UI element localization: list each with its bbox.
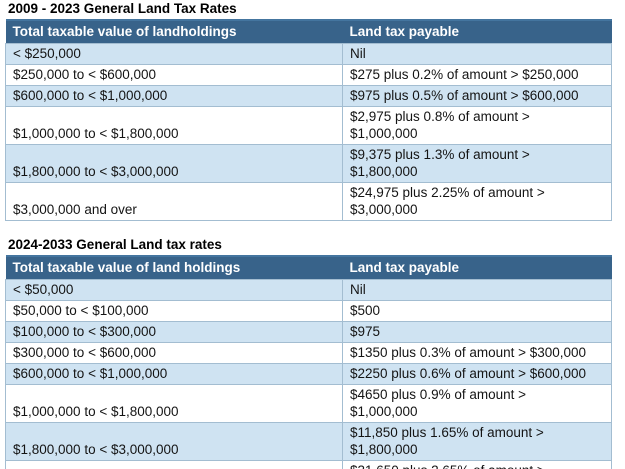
payable-cell: $975 xyxy=(342,321,612,343)
value-cell: $300,000 to < $600,000 xyxy=(5,342,343,364)
table-row: $1,800,000 to < $3,000,000 $11,850 plus … xyxy=(5,422,612,461)
value-cell: $250,000 to < $600,000 xyxy=(5,64,343,86)
payable-cell: $2250 plus 0.6% of amount > $600,000 xyxy=(342,363,612,385)
land-tax-table-2024-2033: Total taxable value of land holdings Lan… xyxy=(5,255,612,469)
payable-cell: Nil xyxy=(342,43,612,65)
table-row: < $250,000 Nil xyxy=(5,43,612,65)
value-cell: $600,000 to < $1,000,000 xyxy=(5,363,343,385)
table-title-2009-2023: 2009 - 2023 General Land Tax Rates xyxy=(8,1,237,16)
table-header-row: Total taxable value of landholdings Land… xyxy=(5,19,612,44)
payable-cell: $31,650 plus 2.65% of amount > $3,000,00… xyxy=(342,460,612,469)
value-cell: $1,000,000 to < $1,800,000 xyxy=(5,384,343,423)
payable-cell: $275 plus 0.2% of amount > $250,000 xyxy=(342,64,612,86)
table-row: $600,000 to < $1,000,000 $2250 plus 0.6%… xyxy=(5,363,612,385)
value-cell: $50,000 to < $100,000 xyxy=(5,300,343,322)
value-cell: < $50,000 xyxy=(5,279,343,301)
column-header-taxable-value: Total taxable value of landholdings xyxy=(5,19,343,44)
table-row: < $50,000 Nil xyxy=(5,279,612,301)
payable-cell: $2,975 plus 0.8% of amount > $1,000,000 xyxy=(342,106,612,145)
table-row: $100,000 to < $300,000 $975 xyxy=(5,321,612,343)
column-header-taxable-value: Total taxable value of land holdings xyxy=(5,255,343,280)
value-cell: $600,000 to < $1,000,000 xyxy=(5,85,343,107)
table-row: $1,000,000 to < $1,800,000 $4650 plus 0.… xyxy=(5,384,612,423)
land-tax-table-2009-2023: Total taxable value of landholdings Land… xyxy=(5,19,612,221)
value-cell: $1,800,000 to < $3,000,000 xyxy=(5,422,343,461)
payable-cell: $24,975 plus 2.25% of amount > $3,000,00… xyxy=(342,182,612,221)
table-row: $1,800,000 to < $3,000,000 $9,375 plus 1… xyxy=(5,144,612,183)
payable-cell: Nil xyxy=(342,279,612,301)
table-row: $250,000 to < $600,000 $275 plus 0.2% of… xyxy=(5,64,612,86)
payable-cell: $975 plus 0.5% of amount > $600,000 xyxy=(342,85,612,107)
value-cell: < $250,000 xyxy=(5,43,343,65)
payable-cell: $500 xyxy=(342,300,612,322)
value-cell: $100,000 to < $300,000 xyxy=(5,321,343,343)
table-row: $600,000 to < $1,000,000 $975 plus 0.5% … xyxy=(5,85,612,107)
payable-cell: $1350 plus 0.3% of amount > $300,000 xyxy=(342,342,612,364)
column-header-tax-payable: Land tax payable xyxy=(342,19,612,44)
value-cell: $1,800,000 to < $3,000,000 xyxy=(5,144,343,183)
table-row: $300,000 to < $600,000 $1350 plus 0.3% o… xyxy=(5,342,612,364)
table-row: $50,000 to < $100,000 $500 xyxy=(5,300,612,322)
table-row: $1,000,000 to < $1,800,000 $2,975 plus 0… xyxy=(5,106,612,145)
payable-cell: $4650 plus 0.9% of amount > $1,000,000 xyxy=(342,384,612,423)
payable-cell: $9,375 plus 1.3% of amount > $1,800,000 xyxy=(342,144,612,183)
value-cell: $3,000,000 and over xyxy=(5,182,343,221)
table-title-2024-2033: 2024-2033 General Land tax rates xyxy=(8,237,222,252)
payable-cell: $11,850 plus 1.65% of amount > $1,800,00… xyxy=(342,422,612,461)
table-row: $3,000,000 and over $24,975 plus 2.25% o… xyxy=(5,182,612,221)
table-header-row: Total taxable value of land holdings Lan… xyxy=(5,255,612,280)
value-cell: $1,000,000 to < $1,800,000 xyxy=(5,106,343,145)
table-row: $3,000,000 and over $31,650 plus 2.65% o… xyxy=(5,460,612,469)
value-cell: $3,000,000 and over xyxy=(5,460,343,469)
column-header-tax-payable: Land tax payable xyxy=(342,255,612,280)
